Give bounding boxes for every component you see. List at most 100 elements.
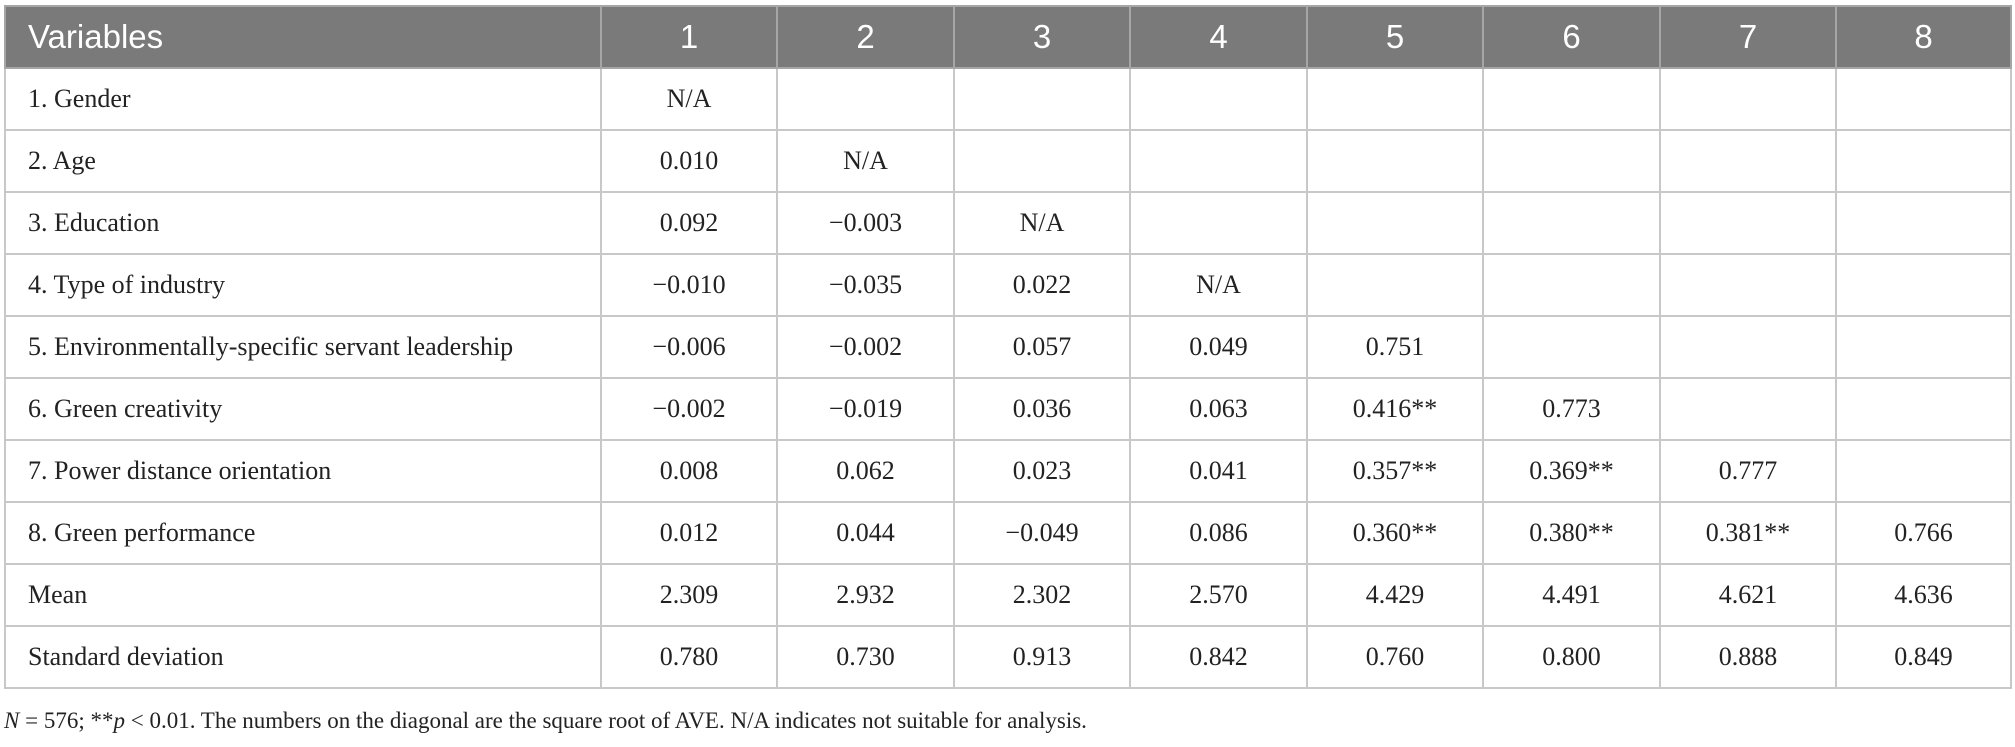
- table-cell: 0.008: [600, 439, 778, 503]
- table-cell: 2.309: [600, 563, 778, 627]
- table-cell: [1482, 191, 1661, 255]
- table-cell: [1306, 129, 1484, 193]
- table-cell: 2.302: [953, 563, 1131, 627]
- table-cell: [1835, 191, 2012, 255]
- table-cell: 0.063: [1129, 377, 1308, 441]
- row-label: 4. Type of industry: [4, 253, 602, 317]
- row-label: 2. Age: [4, 129, 602, 193]
- table-cell: 0.036: [953, 377, 1131, 441]
- table-cell: 0.842: [1129, 625, 1308, 689]
- table-cell: 0.023: [953, 439, 1131, 503]
- table-cell: −0.010: [600, 253, 778, 317]
- row-label: 3. Education: [4, 191, 602, 255]
- table-cell: 0.041: [1129, 439, 1308, 503]
- table-cell: 0.913: [953, 625, 1131, 689]
- footnote-n-symbol: N: [4, 708, 20, 733]
- header-col-2: 2: [776, 5, 955, 69]
- row-label: 1. Gender: [4, 67, 602, 131]
- table-cell: [1835, 129, 2012, 193]
- table-cell: 0.092: [600, 191, 778, 255]
- table-cell: −0.003: [776, 191, 955, 255]
- table-cell: [1835, 377, 2012, 441]
- table-cell: [1306, 67, 1484, 131]
- header-col-7: 7: [1659, 5, 1837, 69]
- table-footnote: N = 576; **p < 0.01. The numbers on the …: [4, 708, 1087, 734]
- row-label: Mean: [4, 563, 602, 627]
- header-row: Variables 1 2 3 4 5 6 7 8: [4, 5, 2012, 69]
- header-col-5: 5: [1306, 5, 1484, 69]
- table-cell: 0.773: [1482, 377, 1661, 441]
- table-cell: 0.416**: [1306, 377, 1484, 441]
- header-col-1: 1: [600, 5, 778, 69]
- table-cell: [1129, 191, 1308, 255]
- table-cell: 0.730: [776, 625, 955, 689]
- table-cell: [776, 67, 955, 131]
- table-cell: [1835, 439, 2012, 503]
- table-cell: [1482, 253, 1661, 317]
- table-cell: [1306, 253, 1484, 317]
- table-cell: N/A: [776, 129, 955, 193]
- table-cell: 4.429: [1306, 563, 1484, 627]
- table-cell: [1835, 315, 2012, 379]
- table-cell: −0.006: [600, 315, 778, 379]
- table-cell: [1129, 129, 1308, 193]
- table-row: 5. Environmentally-specific servant lead…: [4, 315, 2012, 379]
- table-cell: [953, 129, 1131, 193]
- header-variables: Variables: [4, 5, 602, 69]
- table-row: 2. Age 0.010 N/A: [4, 129, 2012, 193]
- table-cell: [1482, 129, 1661, 193]
- table-cell: [1659, 67, 1837, 131]
- table-cell: [1482, 67, 1661, 131]
- table-cell: 0.010: [600, 129, 778, 193]
- table-cell: 0.766: [1835, 501, 2012, 565]
- table-cell: [1659, 253, 1837, 317]
- table-cell: 0.049: [1129, 315, 1308, 379]
- table-cell: 0.012: [600, 501, 778, 565]
- table-row: Mean 2.309 2.932 2.302 2.570 4.429 4.491 4.621 4…: [4, 563, 2012, 627]
- table-cell: [1659, 129, 1837, 193]
- table-cell: [1835, 253, 2012, 317]
- table-cell: 0.849: [1835, 625, 2012, 689]
- row-label: 7. Power distance orientation: [4, 439, 602, 503]
- table-cell: 0.357**: [1306, 439, 1484, 503]
- row-label: Standard deviation: [4, 625, 602, 689]
- row-label: 5. Environmentally-specific servant lead…: [4, 315, 602, 379]
- table-cell: 0.062: [776, 439, 955, 503]
- table-cell: 2.932: [776, 563, 955, 627]
- table-cell: [1835, 67, 2012, 131]
- table-cell: N/A: [953, 191, 1131, 255]
- table-cell: [1482, 315, 1661, 379]
- table-cell: [953, 67, 1131, 131]
- correlation-table-container: Variables 1 2 3 4 5 6 7 8 1. Gender N/A 2. Age 0.01…: [4, 5, 2012, 689]
- table-cell: −0.049: [953, 501, 1131, 565]
- table-row: 6. Green creativity −0.002 −0.019 0.036 0.06…: [4, 377, 2012, 441]
- table-cell: 0.760: [1306, 625, 1484, 689]
- table-cell: 0.800: [1482, 625, 1661, 689]
- table-row: 4. Type of industry −0.010 −0.035 0.022 N/A: [4, 253, 2012, 317]
- table-cell: 0.044: [776, 501, 955, 565]
- table-cell: 0.780: [600, 625, 778, 689]
- correlation-table: Variables 1 2 3 4 5 6 7 8 1. Gender N/A 2. Age 0.01…: [4, 5, 2012, 689]
- table-cell: 0.381**: [1659, 501, 1837, 565]
- table-cell: 4.621: [1659, 563, 1837, 627]
- table-cell: 0.369**: [1482, 439, 1661, 503]
- table-row: 1. Gender N/A: [4, 67, 2012, 131]
- table-body: 1. Gender N/A 2. Age 0.010 N/A 3. Education 0.…: [4, 67, 2012, 689]
- table-cell: 0.380**: [1482, 501, 1661, 565]
- table-cell: [1659, 315, 1837, 379]
- row-label: 8. Green performance: [4, 501, 602, 565]
- table-cell: [1306, 191, 1484, 255]
- table-cell: [1659, 191, 1837, 255]
- table-cell: N/A: [600, 67, 778, 131]
- table-row: 8. Green performance 0.012 0.044 −0.049 0.08…: [4, 501, 2012, 565]
- table-cell: [1659, 377, 1837, 441]
- footnote-text: < 0.01. The numbers on the diagonal are …: [124, 708, 1087, 733]
- table-cell: 0.086: [1129, 501, 1308, 565]
- table-cell: −0.002: [600, 377, 778, 441]
- table-cell: −0.035: [776, 253, 955, 317]
- header-col-3: 3: [953, 5, 1131, 69]
- table-cell: 2.570: [1129, 563, 1308, 627]
- table-cell: 0.777: [1659, 439, 1837, 503]
- table-cell: 0.751: [1306, 315, 1484, 379]
- header-col-8: 8: [1835, 5, 2012, 69]
